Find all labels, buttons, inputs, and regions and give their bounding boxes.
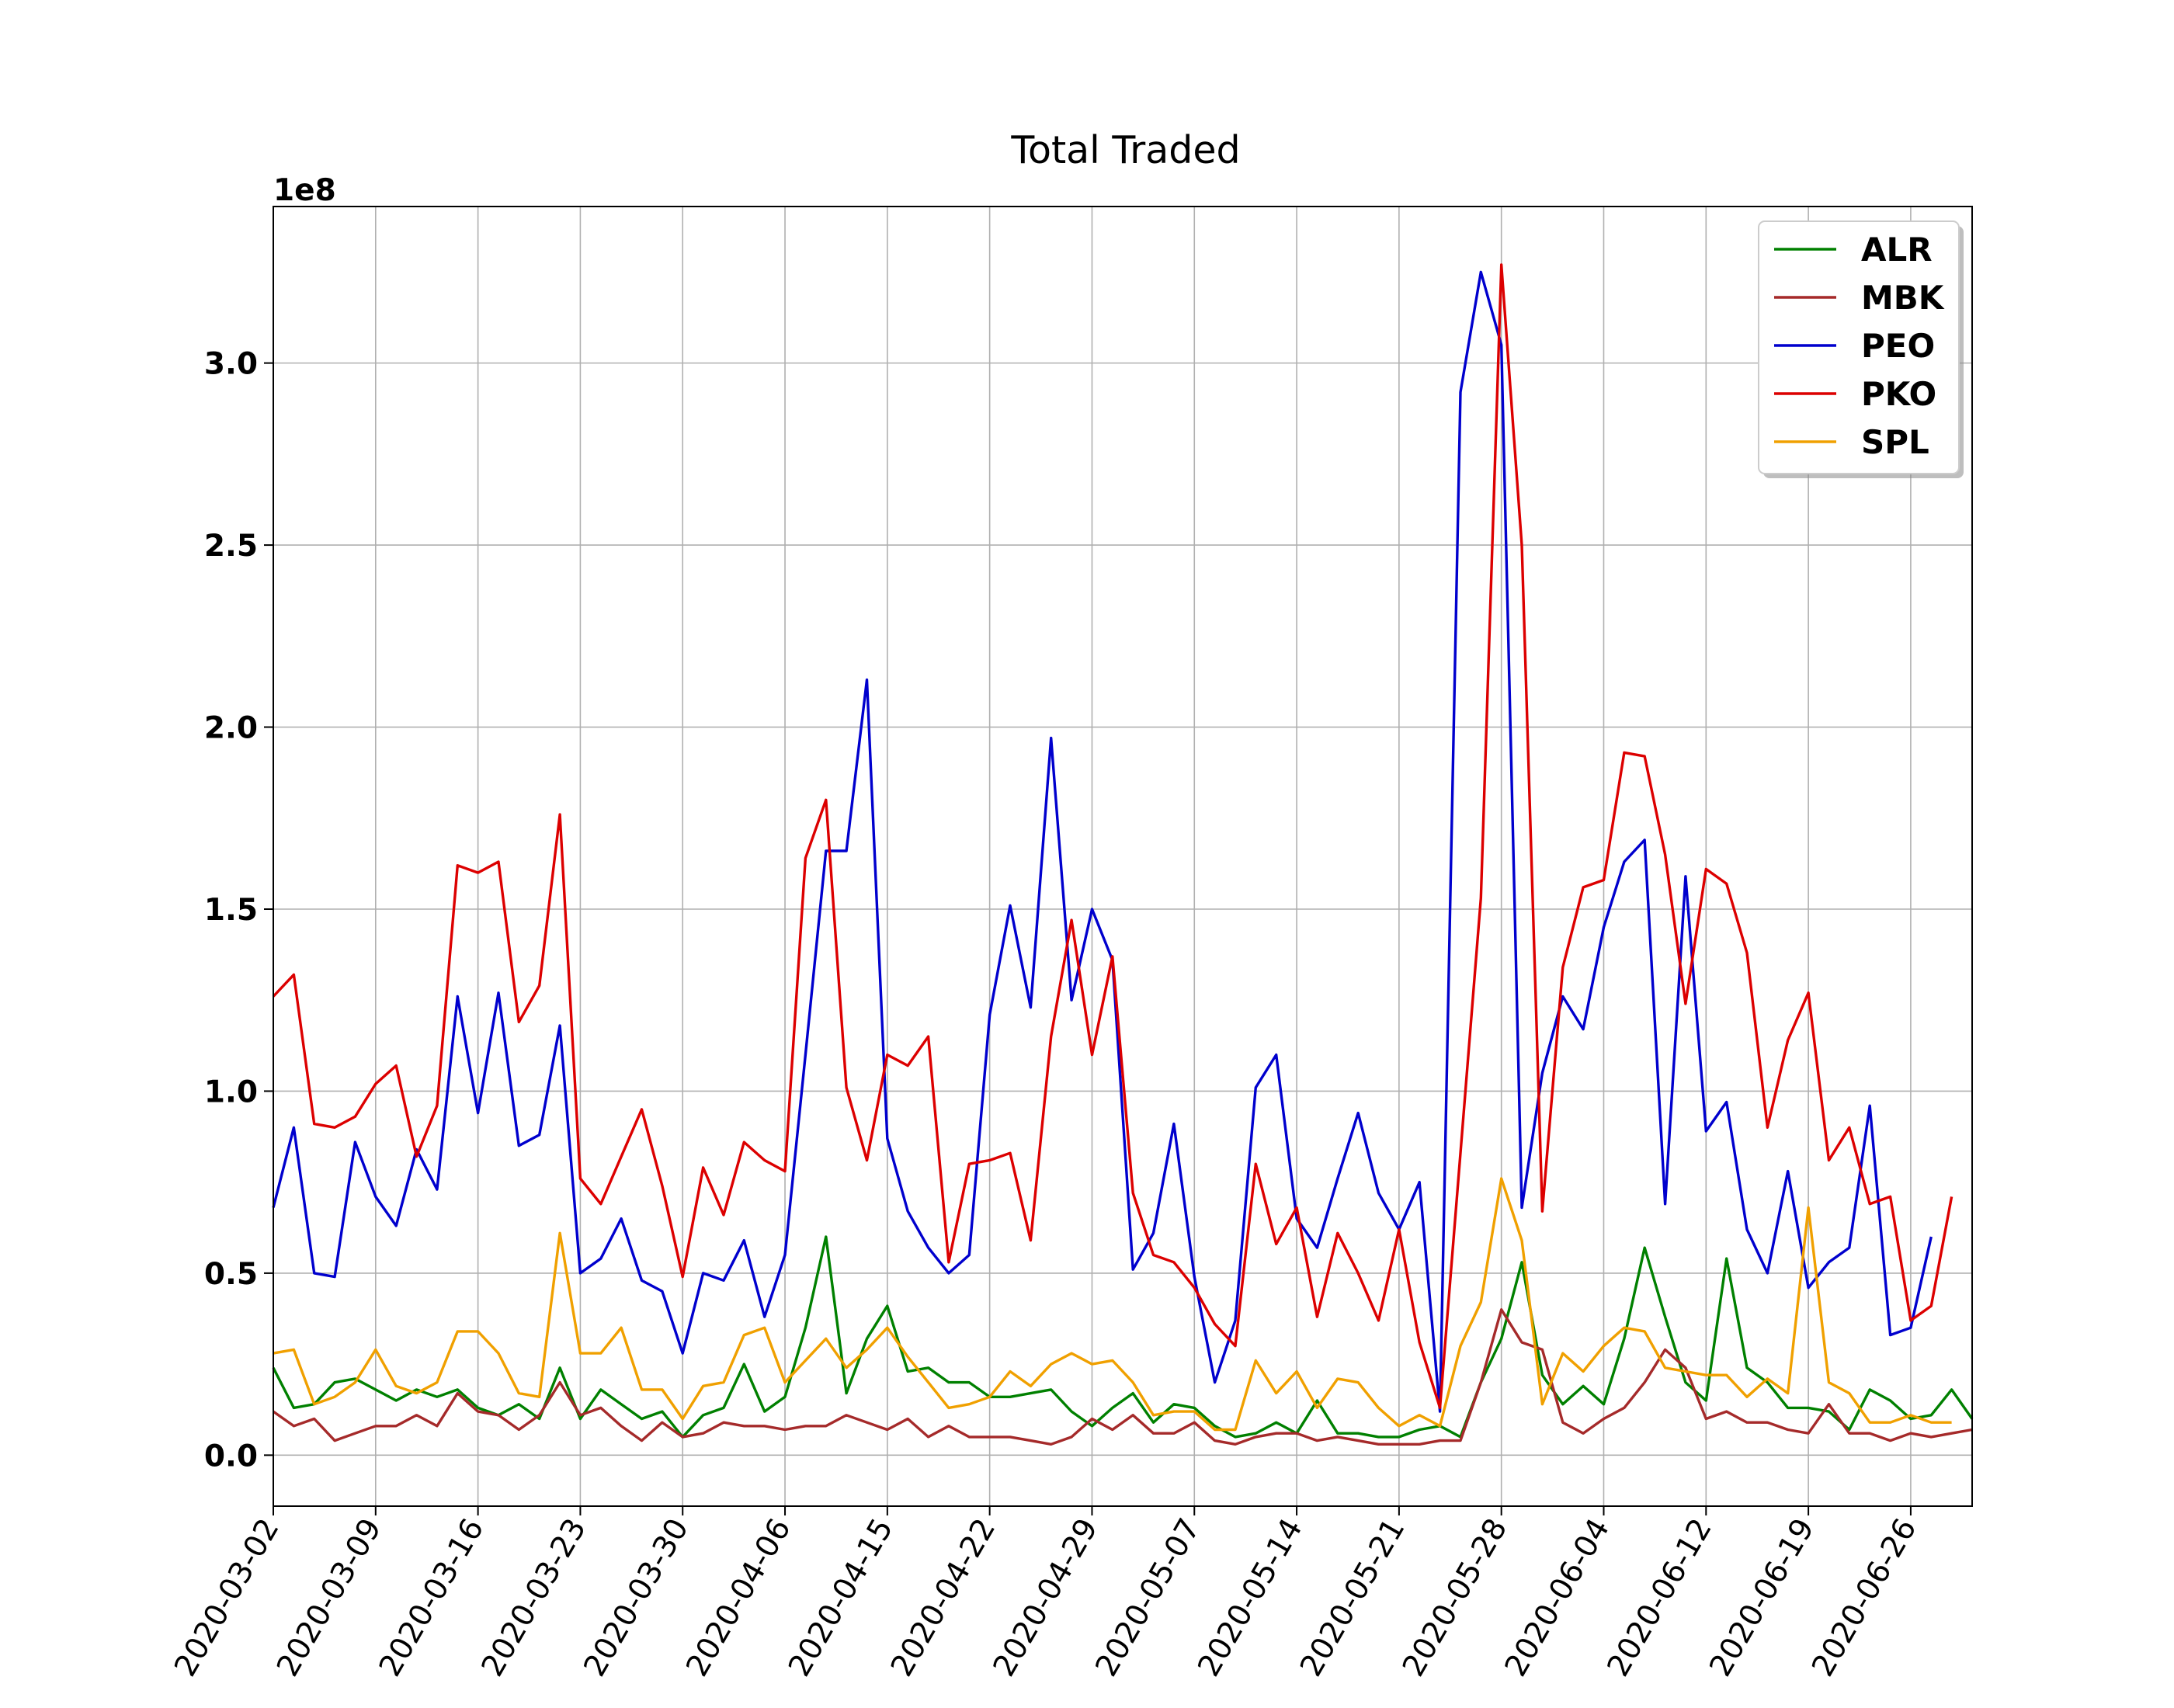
- gridlines: [273, 207, 1972, 1506]
- series-line-alr: [272, 1235, 1974, 1439]
- legend-label-alr: ALR: [1861, 231, 1933, 269]
- series-line-pko: [272, 263, 1953, 1410]
- series-line-spl: [273, 1177, 1952, 1432]
- legend: ALR MBK PEO PKO SPL: [1758, 220, 1964, 478]
- legend-label-peo: PEO: [1861, 327, 1935, 365]
- series-line-mbk: [273, 1308, 1973, 1446]
- legend-label-spl: SPL: [1861, 423, 1929, 461]
- y-tick-label: 1.0: [204, 1074, 258, 1109]
- series-lines: [272, 263, 1974, 1446]
- plot-frame: [273, 206, 1973, 1507]
- y-tick-label: 2.0: [204, 711, 258, 746]
- y-tick-label: 0.5: [204, 1257, 258, 1292]
- legend-box: [1758, 220, 1960, 474]
- series-line-peo: [272, 270, 1933, 1413]
- y-tick-label: 2.5: [204, 529, 258, 564]
- legend-label-pko: PKO: [1861, 375, 1936, 413]
- legend-label-mbk: MBK: [1861, 279, 1945, 317]
- y-tick-label: 3.0: [204, 347, 258, 382]
- y-axis-ticks: 0.0 0.5 1.0 1.5 2.0 2.5 3.0: [204, 347, 273, 1474]
- y-tick-label: 1.5: [204, 893, 258, 928]
- chart-title: Total Traded: [1010, 128, 1240, 172]
- y-tick-label: 0.0: [204, 1439, 258, 1474]
- y-offset-label: 1e8: [273, 173, 336, 208]
